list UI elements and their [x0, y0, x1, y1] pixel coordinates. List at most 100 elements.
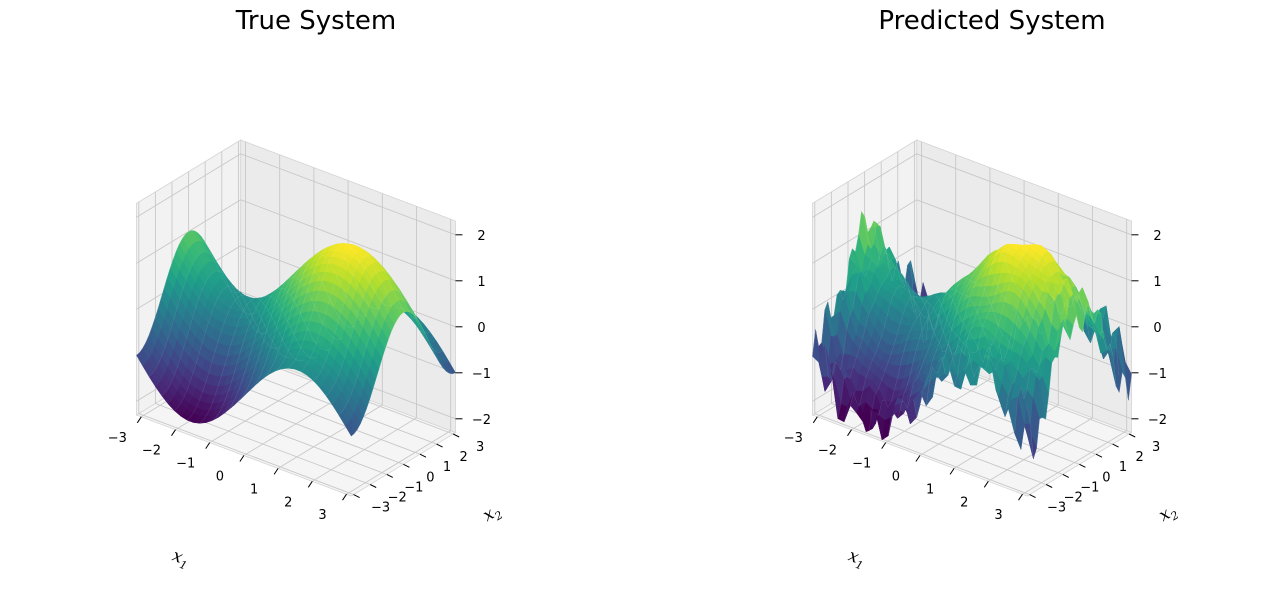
x1-tick-label: 0: [216, 470, 224, 485]
z-tick-label: 2: [477, 229, 485, 244]
x1-tick-mark: [171, 429, 176, 436]
x2-tick-label: −3: [371, 501, 390, 516]
x1-tick-mark: [949, 468, 955, 475]
mesh-line: [837, 266, 943, 419]
mesh-line: [824, 245, 930, 382]
x1-tick-label: 2: [284, 495, 292, 510]
mesh-line: [913, 277, 1018, 418]
chart-title: True System: [235, 6, 397, 36]
floor-gridline-x2: [814, 413, 1030, 496]
mesh-line: [212, 295, 317, 421]
x2-tick-label: −2: [1064, 491, 1083, 506]
chart-title: Predicted System: [878, 6, 1106, 36]
x2-tick-label: −1: [404, 480, 423, 495]
mesh-line: [976, 244, 1082, 386]
x2-tick-mark: [1045, 484, 1053, 488]
mesh-line: [199, 298, 304, 424]
x1-tick-mark: [273, 468, 279, 475]
mesh-line: [888, 292, 993, 436]
x2-tick-mark: [1079, 463, 1086, 468]
mesh-line: [900, 288, 1006, 410]
back-gridline-z: [916, 153, 1132, 236]
mesh-line: [1014, 277, 1120, 434]
x1-tick-mark: [847, 429, 852, 436]
surface: [136, 230, 456, 437]
mesh-line: [351, 311, 456, 437]
x2-tick-mark: [1128, 433, 1136, 438]
surface-mesh: [136, 230, 456, 437]
mesh-line: [313, 255, 418, 381]
mesh-line: [262, 253, 368, 379]
mesh-line: [300, 246, 406, 372]
side-gridline-z: [812, 153, 917, 218]
x2-tick-label: 2: [459, 450, 467, 465]
x1-tick-mark: [881, 442, 887, 449]
chart-panel-predicted: Predicted System −3 −2 −1 0 1 2 3 −3 −2 −1 0 1 2 3 −2−…: [676, 0, 1264, 613]
x2-tick-label: 3: [1152, 440, 1160, 455]
z-tick-label: −1: [472, 367, 491, 382]
mesh-line: [224, 287, 330, 413]
mesh-line: [951, 246, 1056, 387]
mesh-line: [926, 261, 1031, 406]
mesh-line: [338, 289, 443, 415]
x1-tick-mark: [1018, 493, 1023, 501]
z-tick-label: 1: [477, 275, 485, 290]
x2-tick-mark: [1062, 473, 1070, 478]
surface-facet: [1020, 407, 1031, 450]
x2-tick-mark: [436, 443, 443, 448]
x2-tick-mark: [353, 494, 360, 499]
surface-mesh: [812, 211, 1132, 459]
x1-tick-label: −2: [818, 444, 837, 459]
x1-tick-mark: [136, 416, 142, 424]
x2-tick-label: 0: [1102, 470, 1110, 485]
z-tick-label: −2: [1148, 413, 1167, 428]
z-tick-label: 1: [1153, 275, 1161, 290]
chart-panel-true: True System −3 −2 −1 0 1 2 3 −3 −2 −1 0 1 2 3 −2 −1 0 1 2 …: [108, 6, 505, 573]
x2-tick-mark: [1112, 443, 1119, 448]
x1-tick-label: 0: [892, 470, 900, 485]
x2-tick-mark: [452, 433, 460, 438]
mesh-line: [812, 211, 917, 357]
x2-tick-label: −2: [388, 491, 407, 506]
mesh-line: [989, 251, 1094, 371]
surface-facet: [344, 422, 355, 437]
x1-tick-mark: [915, 455, 921, 462]
mesh-line: [275, 245, 380, 372]
mesh-line: [136, 230, 241, 356]
x2-tick-label: −1: [1080, 480, 1099, 495]
x2-tick-label: 2: [1135, 450, 1143, 465]
mesh-line: [875, 294, 981, 416]
back-gridline-z: [240, 153, 456, 236]
x2-tick-mark: [369, 484, 377, 488]
surface: [812, 211, 1132, 460]
mesh-line: [850, 286, 955, 407]
mesh-line: [1027, 302, 1132, 459]
z-tick-label: −2: [472, 413, 491, 428]
x2-tick-label: 3: [476, 440, 484, 455]
x1-tick-label: 3: [994, 508, 1002, 523]
mesh-line: [325, 270, 431, 396]
mesh-line: [287, 243, 393, 369]
x1-tick-label: −1: [176, 457, 195, 472]
x1-tick-mark: [205, 442, 211, 449]
x1-tick-mark: [812, 416, 818, 424]
mesh-line: [963, 243, 1069, 370]
mesh-line: [161, 270, 267, 396]
mesh-line: [1001, 271, 1107, 417]
mesh-line: [148, 251, 254, 377]
x1-tick-label: −1: [852, 457, 871, 472]
x1-tick-mark: [342, 493, 347, 501]
x2-tick-label: 1: [1119, 460, 1127, 475]
mesh-line: [250, 264, 355, 390]
mesh-line: [862, 296, 968, 432]
x1-tick-label: −3: [108, 431, 127, 446]
mesh-line: [938, 249, 1044, 376]
x2-tick-mark: [403, 463, 410, 468]
z-tick-label: −1: [1148, 367, 1167, 382]
z-tick-label: 0: [1153, 321, 1161, 336]
x2-tick-mark: [386, 473, 394, 478]
x2-tick-label: 1: [443, 460, 451, 475]
x1-tick-label: 1: [926, 482, 934, 497]
